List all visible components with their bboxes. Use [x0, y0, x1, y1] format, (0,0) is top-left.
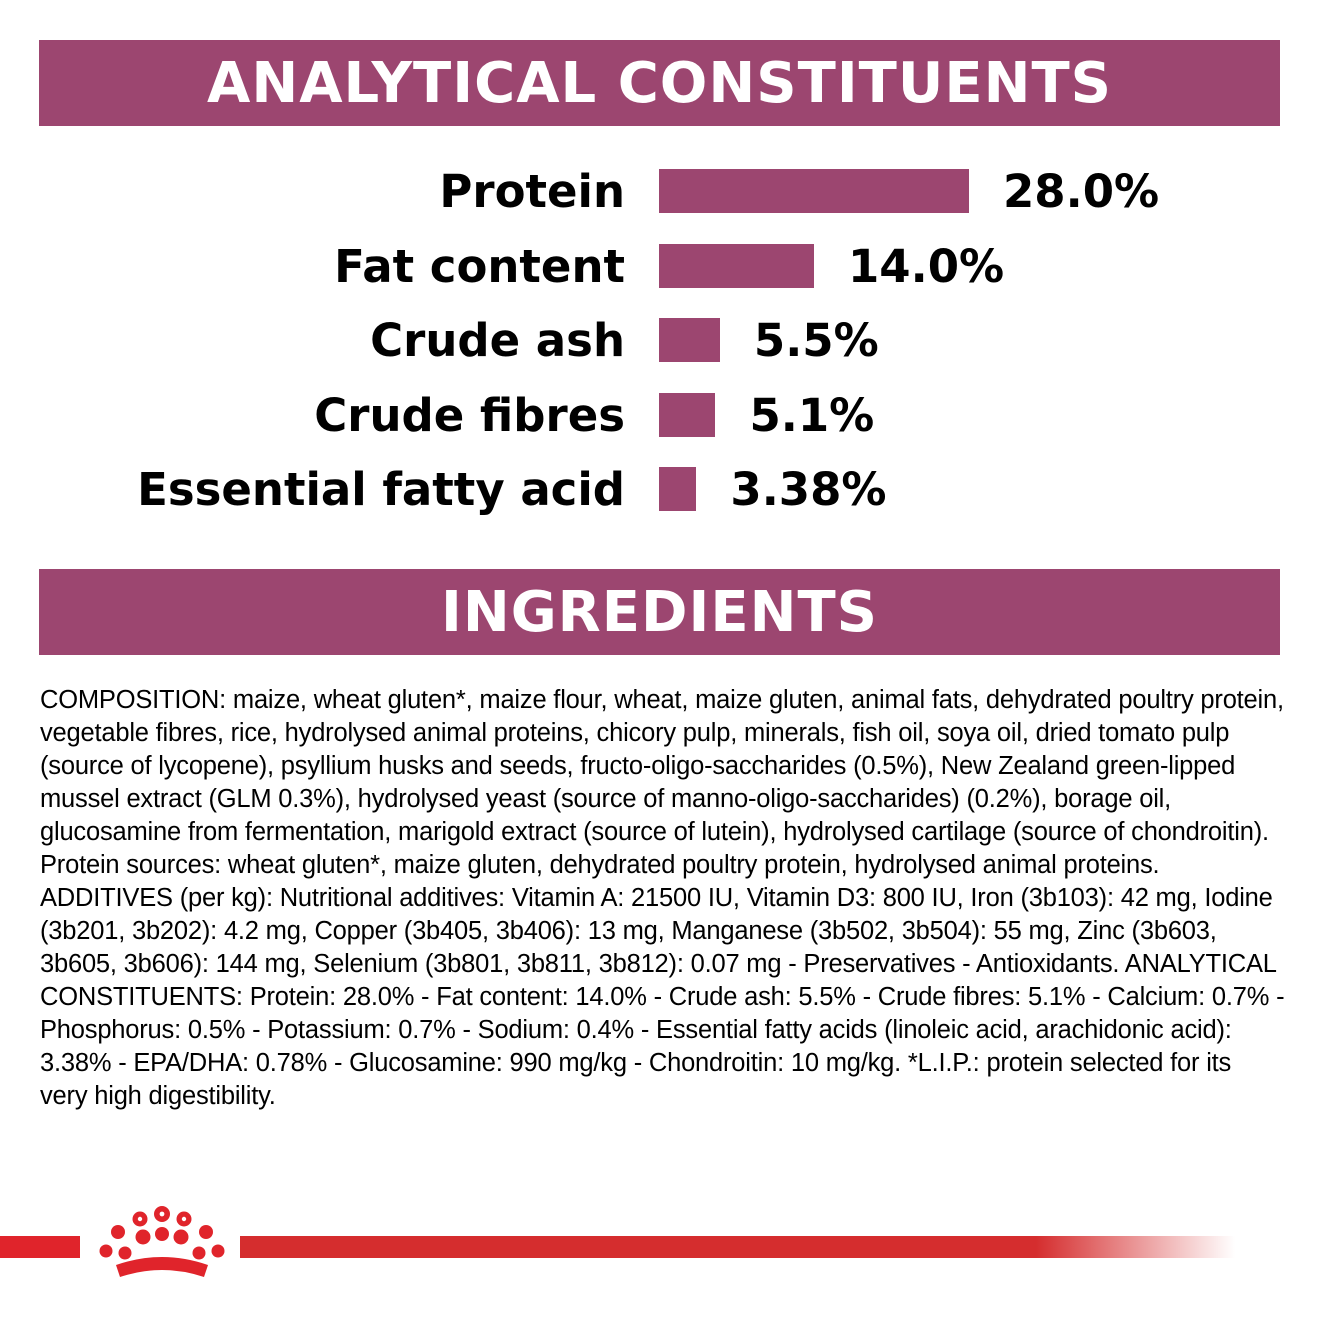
analytical-constituents-header: ANALYTICAL CONSTITUENTS: [39, 40, 1280, 126]
constituent-row: Fat content 14.0%: [0, 230, 1320, 304]
constituent-row: Crude fibres 5.1%: [0, 379, 1320, 453]
constituent-bar: [659, 243, 814, 288]
footer-rule-right: [240, 1236, 1235, 1258]
constituent-value: 5.5%: [753, 314, 879, 367]
crown-icon: [99, 1206, 225, 1277]
constituents-bar-chart: Protein 28.0% Fat content 14.0% Crude ash 5.5…: [0, 155, 1320, 535]
footer-rule-left: [0, 1236, 80, 1258]
constituent-row: Crude ash 5.5%: [0, 304, 1320, 378]
constituent-label: Protein: [439, 165, 625, 218]
constituent-value: 5.1%: [749, 388, 875, 442]
constituent-value: 3.38%: [730, 463, 887, 516]
constituent-label: Essential fatty acid: [137, 463, 625, 516]
analytical-constituents-title: ANALYTICAL CONSTITUENTS: [207, 50, 1112, 116]
ingredients-header: INGREDIENTS: [39, 569, 1280, 655]
ingredients-composition-text: COMPOSITION: maize, wheat gluten*, maize…: [40, 686, 1285, 1110]
constituent-value: 28.0%: [1003, 165, 1160, 218]
constituent-label: Fat content: [334, 239, 625, 293]
constituent-label: Crude ash: [370, 314, 625, 367]
constituent-row: Protein 28.0%: [0, 155, 1320, 229]
constituent-value: 14.0%: [848, 239, 1005, 293]
ingredients-title: INGREDIENTS: [440, 579, 878, 645]
constituent-bar: [659, 318, 720, 362]
constituent-bar: [659, 169, 969, 213]
constituent-bar: [659, 467, 697, 511]
constituent-bar: [659, 392, 716, 437]
constituent-row: Essential fatty acid 3.38%: [0, 453, 1320, 527]
constituent-label: Crude fibres: [314, 388, 625, 442]
